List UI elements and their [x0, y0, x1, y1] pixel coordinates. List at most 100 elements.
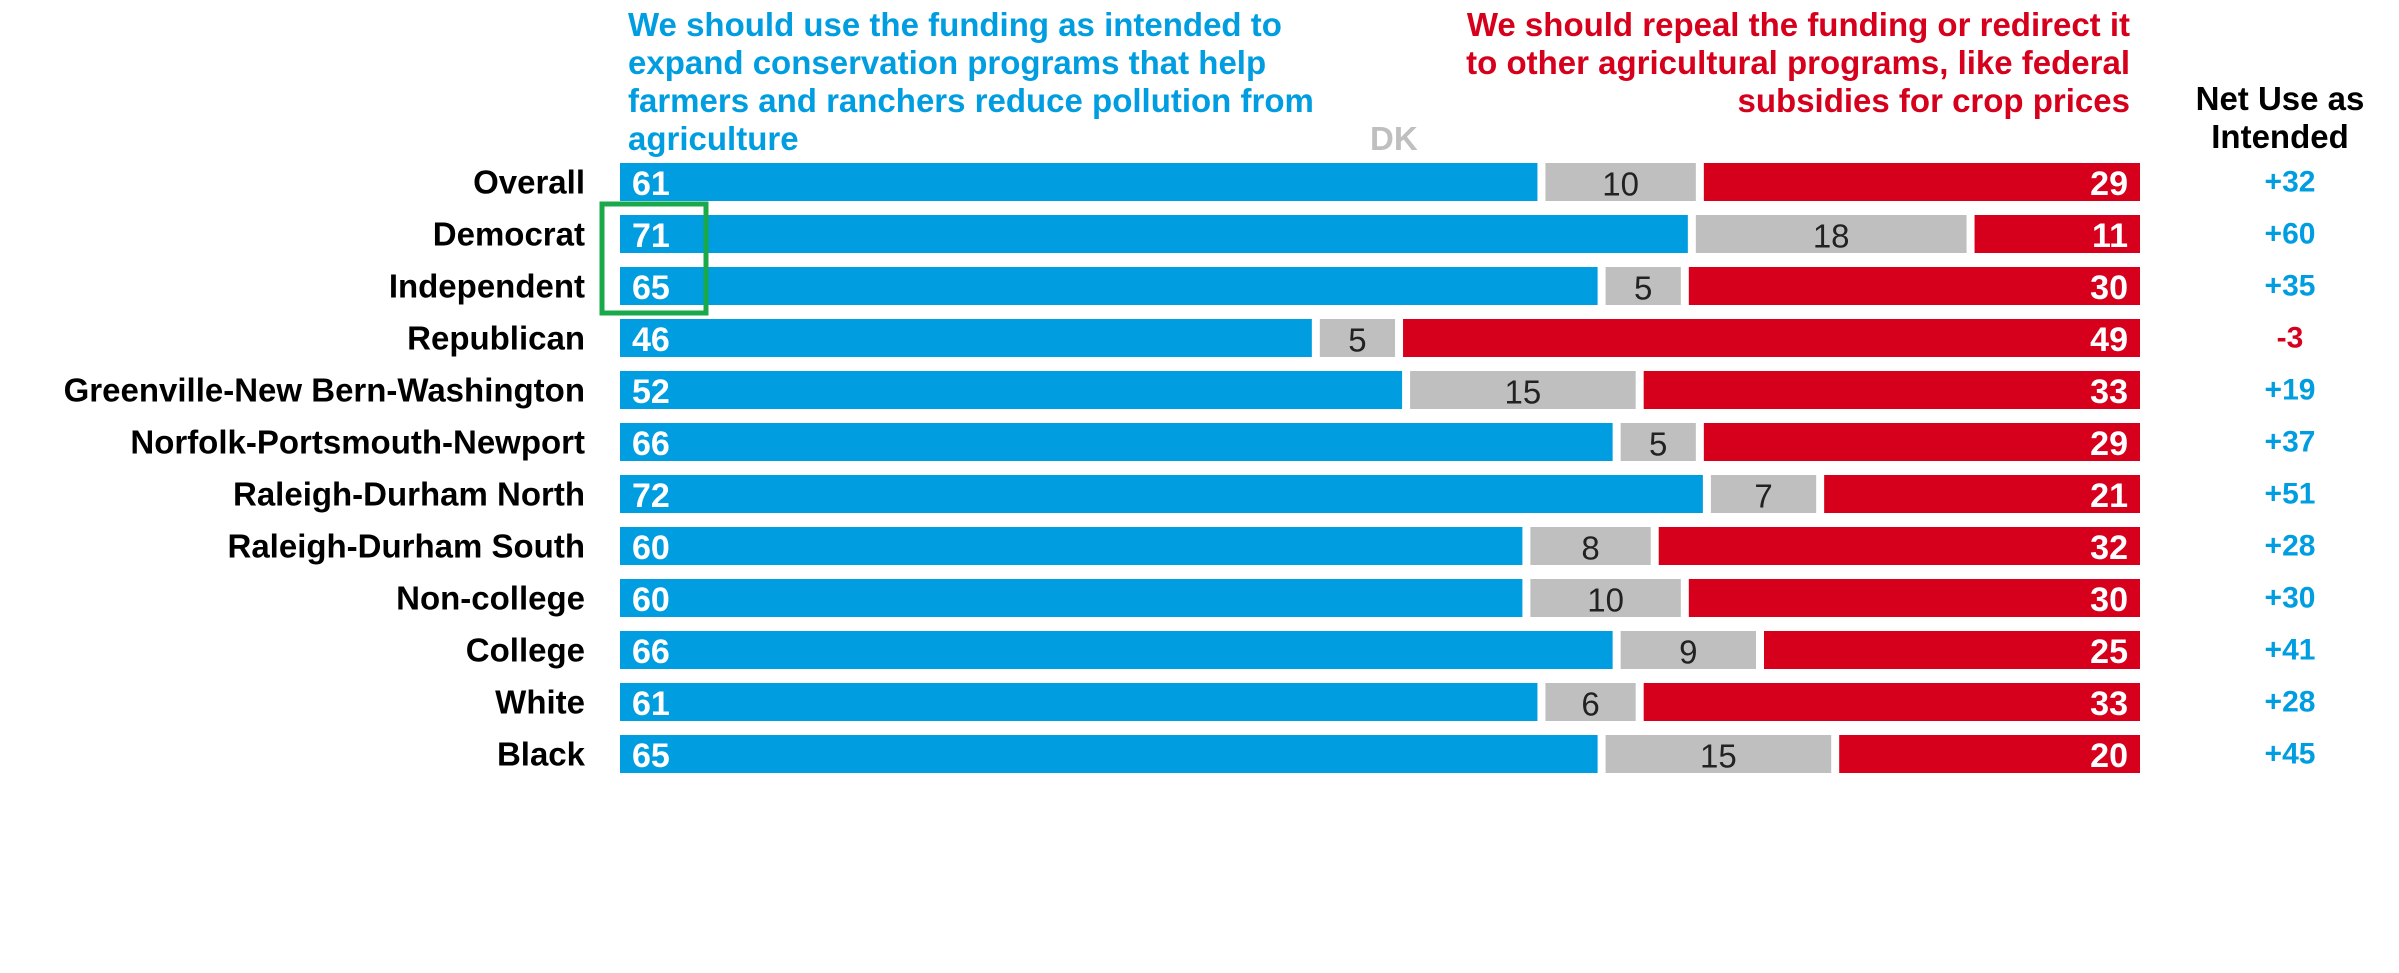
value-label-use: 46 [632, 321, 670, 359]
value-label-use: 60 [632, 581, 670, 619]
net-value: +28 [2265, 530, 2316, 563]
bar-use [620, 319, 1312, 357]
bar-use [620, 527, 1523, 565]
bar-use [620, 215, 1688, 253]
value-label-use: 60 [632, 529, 670, 567]
net-value: +41 [2265, 634, 2316, 667]
bar-dk [1710, 475, 1817, 513]
bar-use [620, 683, 1538, 721]
value-label-use: 65 [632, 737, 670, 775]
value-label-dk: 18 [1813, 218, 1850, 255]
row-label: Overall [473, 164, 585, 201]
repeal-header: We should repeal the funding or redirect… [1466, 6, 2130, 119]
net-value: +30 [2265, 582, 2316, 615]
value-label-use: 52 [632, 373, 670, 411]
value-label-dk: 9 [1679, 634, 1697, 671]
value-label-repeal: 33 [2090, 373, 2128, 411]
value-label-use: 66 [632, 633, 670, 671]
row-label: White [495, 684, 585, 721]
value-label-dk: 6 [1581, 686, 1599, 723]
bar-repeal [1703, 163, 2140, 201]
bar-dk [1605, 735, 1832, 773]
value-label-use: 66 [632, 425, 670, 463]
value-label-dk: 5 [1348, 322, 1366, 359]
bar-dk [1620, 631, 1756, 669]
use-as-intended-header: We should use the funding as intended to… [628, 6, 1314, 157]
bar-dk [1545, 163, 1696, 201]
net-value: +19 [2265, 374, 2316, 407]
value-label-repeal: 20 [2090, 737, 2128, 775]
row-label: Black [497, 736, 586, 773]
row-label: Republican [407, 320, 585, 357]
bar-use [620, 267, 1598, 305]
net-value: +32 [2265, 166, 2316, 199]
bar-use [620, 163, 1538, 201]
value-label-use: 61 [632, 685, 670, 723]
bar-use [620, 631, 1613, 669]
net-value: +37 [2265, 426, 2316, 459]
row-label: Independent [389, 268, 585, 305]
value-label-use: 65 [632, 269, 670, 307]
value-label-repeal: 33 [2090, 685, 2128, 723]
bar-repeal [1824, 475, 2140, 513]
bar-use [620, 475, 1703, 513]
bar-repeal [1643, 371, 2140, 409]
value-label-repeal: 29 [2090, 425, 2128, 463]
value-label-repeal: 11 [2092, 217, 2128, 255]
row-label: Non-college [396, 580, 585, 617]
bar-use [620, 735, 1598, 773]
bar-repeal [1643, 683, 2140, 721]
bar-dk [1695, 215, 1967, 253]
row-label: Democrat [433, 216, 585, 253]
bar-dk [1545, 683, 1636, 721]
net-value: +35 [2265, 270, 2316, 303]
value-label-repeal: 29 [2090, 165, 2128, 203]
net-value: +28 [2265, 686, 2316, 719]
value-label-dk: 15 [1700, 738, 1737, 775]
bar-repeal [1764, 631, 2140, 669]
value-label-use: 71 [632, 217, 670, 255]
bar-repeal [1974, 215, 2140, 253]
value-label-repeal: 32 [2090, 529, 2128, 567]
row-label: Norfolk-Portsmouth-Newport [130, 424, 585, 461]
bar-use [620, 423, 1613, 461]
bar-dk [1620, 423, 1696, 461]
value-label-use: 72 [632, 477, 670, 515]
net-value: -3 [2277, 322, 2304, 355]
value-label-dk: 5 [1634, 270, 1652, 307]
net-header: Net Use as Intended [2195, 80, 2365, 155]
value-label-repeal: 49 [2090, 321, 2128, 359]
bar-repeal [1688, 267, 2140, 305]
bar-dk [1319, 319, 1396, 357]
net-value: +45 [2265, 738, 2316, 771]
row-label: College [466, 632, 585, 669]
value-label-dk: 10 [1602, 166, 1639, 203]
row-label: Raleigh-Durham South [227, 528, 585, 565]
bar-use [620, 579, 1523, 617]
bar-repeal [1839, 735, 2140, 773]
bar-dk [1530, 527, 1651, 565]
value-label-dk: 5 [1649, 426, 1667, 463]
value-label-use: 61 [632, 165, 670, 203]
value-label-dk: 10 [1587, 582, 1624, 619]
highlight-box [599, 201, 709, 316]
bar-dk [1410, 371, 1636, 409]
bar-repeal [1658, 527, 2140, 565]
dk-header: DK [1370, 120, 1418, 157]
bar-repeal [1703, 423, 2140, 461]
bar-use [620, 371, 1403, 409]
net-value: +60 [2265, 218, 2316, 251]
bar-repeal [1688, 579, 2140, 617]
value-label-repeal: 21 [2090, 477, 2128, 515]
value-label-repeal: 30 [2090, 581, 2128, 619]
bar-repeal [1403, 319, 2140, 357]
net-value: +51 [2265, 478, 2316, 511]
value-label-dk: 15 [1505, 374, 1542, 411]
value-label-dk: 7 [1754, 478, 1772, 515]
bar-dk [1605, 267, 1681, 305]
bar-dk [1530, 579, 1681, 617]
value-label-dk: 8 [1581, 530, 1599, 567]
value-label-repeal: 30 [2090, 269, 2128, 307]
value-label-repeal: 25 [2090, 633, 2128, 671]
